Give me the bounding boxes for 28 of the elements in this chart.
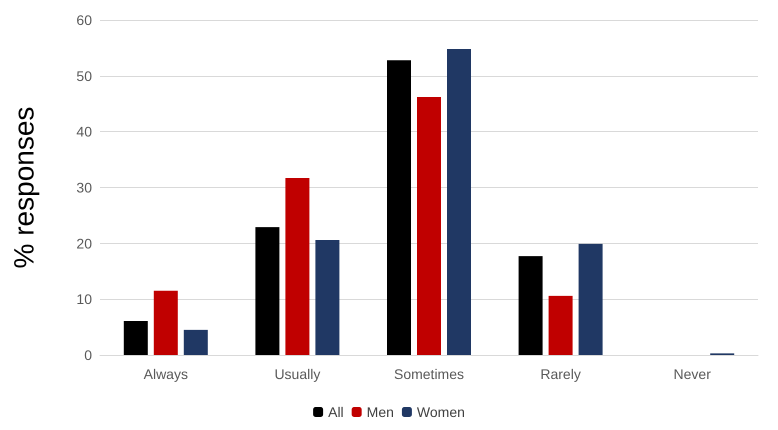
bar xyxy=(154,290,178,355)
y-tick-label: 60 xyxy=(76,12,92,28)
bar xyxy=(548,296,573,355)
y-tick-label: 0 xyxy=(84,347,92,363)
y-tick-label: 20 xyxy=(76,235,92,252)
bar xyxy=(315,240,340,355)
y-axis-title: % responses xyxy=(8,106,40,268)
bar xyxy=(578,244,603,355)
bar xyxy=(285,178,310,355)
x-tick-label: Usually xyxy=(274,366,320,382)
bar xyxy=(518,256,543,355)
x-tick-label: Sometimes xyxy=(394,366,464,382)
legend-label: All xyxy=(328,404,344,420)
y-tick-label: 40 xyxy=(76,124,92,140)
bar xyxy=(417,97,441,355)
bar xyxy=(124,320,148,355)
bar xyxy=(447,49,471,355)
bar xyxy=(184,330,208,355)
x-tick-label: Rarely xyxy=(540,366,581,382)
x-tick-label: Never xyxy=(674,366,712,382)
y-tick-label: 10 xyxy=(76,291,92,308)
legend-label: Men xyxy=(366,404,394,420)
y-tick-label: 50 xyxy=(76,68,92,84)
legend-label: Women xyxy=(416,404,465,420)
y-tick-label: 30 xyxy=(76,180,92,196)
x-tick-label: Always xyxy=(144,366,188,382)
bar xyxy=(255,227,280,355)
bar xyxy=(387,60,411,355)
